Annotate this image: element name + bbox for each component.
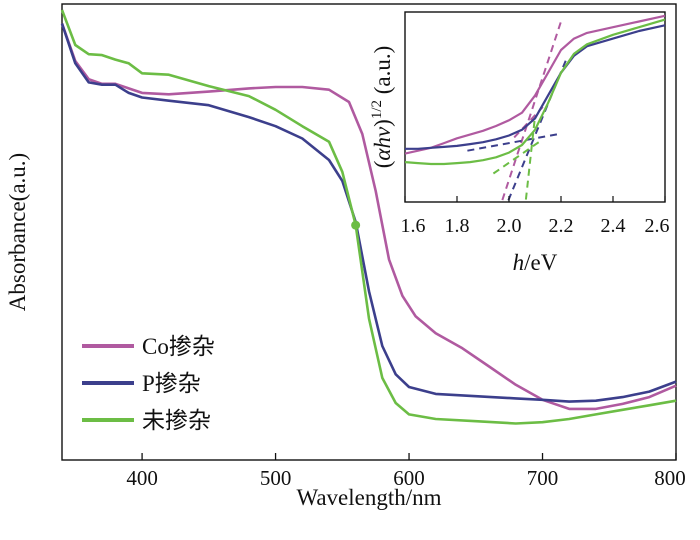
legend-label-p: P掺杂: [142, 371, 201, 396]
inset-x-tick-label: 2.2: [549, 215, 574, 237]
main-x-tick-label: 800: [654, 466, 686, 490]
legend: Co掺杂 P掺杂 未掺杂: [82, 334, 215, 433]
legend-label-co: Co掺杂: [142, 334, 215, 359]
inset-tangent-base-co: [513, 106, 544, 139]
inset-tangent-steep-undoped: [524, 116, 536, 202]
main-x-tick-label: 700: [527, 466, 559, 490]
inset-x-axis-label: h/eV: [513, 250, 558, 275]
inset-series: [405, 14, 665, 166]
main-x-tick-label: 600: [393, 466, 425, 490]
main-x-tick-label: 400: [126, 466, 158, 490]
inset-x-tick-label: 2.6: [645, 215, 670, 237]
main-plot-frame: [61, 3, 677, 461]
inset-x-tick-label: 1.6: [401, 215, 426, 237]
main-x-ticks: 400 500 600 700 800: [126, 453, 686, 490]
main-series-line-co: [60, 23, 677, 411]
main-series: [60, 9, 677, 425]
inset-plot: 1.6 1.8 2.0 2.2 2.4 2.6 h/eV (αhv)1/2 (a.u.): [369, 11, 670, 275]
inset-series-line-undoped: [405, 18, 665, 166]
main-x-tick-label: 500: [260, 466, 292, 490]
inset-tangent-steep-co: [500, 21, 562, 202]
inset-tangent-base-p: [467, 132, 562, 152]
main-y-axis-label: Absorbance(a.u.): [5, 153, 30, 311]
green-marker-dot: [351, 220, 361, 230]
inset-series-line-p: [405, 24, 665, 150]
main-series-line-undoped: [60, 9, 677, 425]
inset-series-line-co: [405, 14, 665, 155]
inset-x-tick-label: 2.0: [497, 215, 522, 237]
inset-tangent-base-undoped: [492, 140, 541, 175]
legend-label-undoped: 未掺杂: [142, 408, 211, 433]
inset-x-tick-label: 1.8: [445, 215, 470, 237]
inset-y-axis-label: (αhv)1/2 (a.u.): [369, 46, 395, 169]
main-x-axis-label: Wavelength/nm: [296, 485, 441, 510]
inset-x-tick-label: 2.4: [601, 215, 626, 237]
inset-plot-frame: [404, 11, 666, 203]
inset-x-ticks: 1.6 1.8 2.0 2.2 2.4 2.6: [401, 196, 670, 237]
